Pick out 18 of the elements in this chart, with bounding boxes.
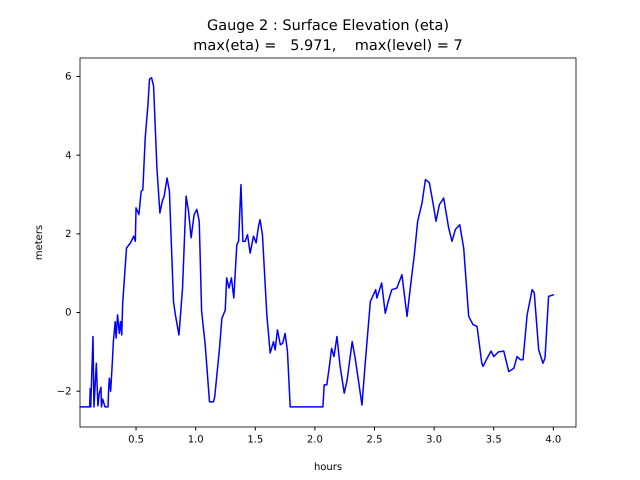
x-tick-label: 2.0	[306, 434, 323, 446]
y-tick-label: 0	[65, 308, 72, 319]
line-series	[79, 76, 554, 408]
y-axis-title: meters	[34, 224, 45, 260]
y-tick-label: −2	[56, 386, 72, 398]
x-tick-label: 1.0	[188, 434, 204, 446]
y-tick-label: 4	[65, 150, 72, 162]
chart-subtitle: max(eta) = 5.971, max(level) = 7	[193, 38, 463, 54]
x-axis-title: hours	[314, 462, 342, 473]
y-tick-label: 6	[65, 72, 72, 83]
x-tick-label: 3.5	[486, 434, 502, 446]
x-tick-label: 3.0	[426, 434, 442, 446]
y-tick-label: 2	[65, 229, 72, 240]
x-tick-label: 2.5	[366, 434, 382, 446]
x-tick-label: 1.5	[247, 434, 264, 446]
chart-title: Gauge 2 : Surface Elevation (eta)	[207, 18, 449, 34]
x-tick-label: 0.5	[128, 434, 144, 446]
x-tick-label: 4.0	[545, 434, 562, 446]
